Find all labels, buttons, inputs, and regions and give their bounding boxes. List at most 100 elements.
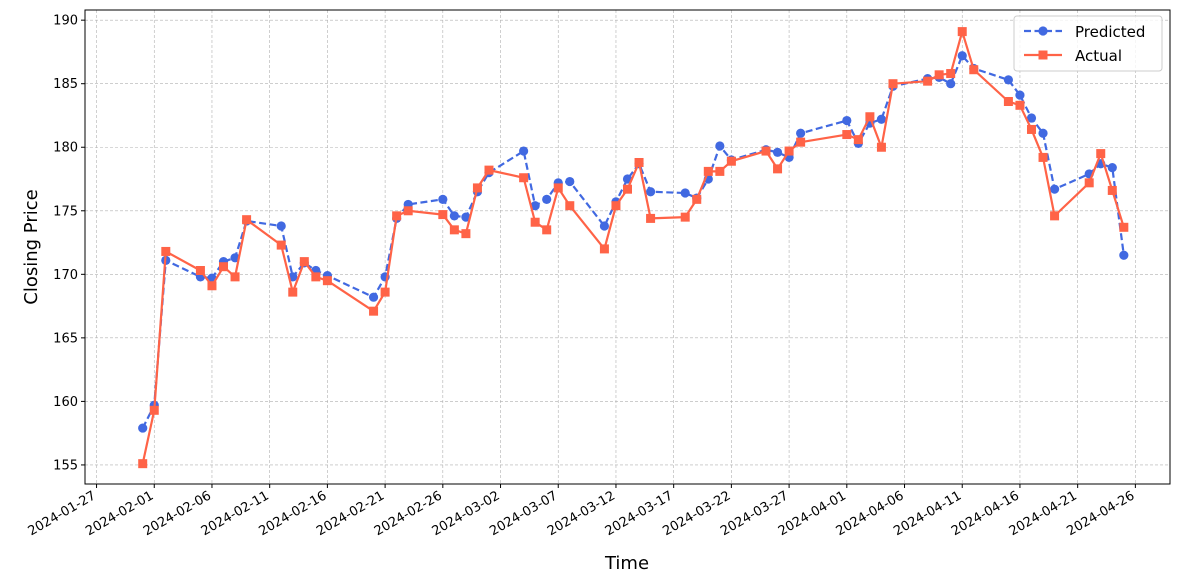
actual-point bbox=[796, 137, 806, 147]
predicted-point bbox=[276, 221, 286, 231]
predicted-point bbox=[1049, 184, 1060, 194]
actual-point bbox=[715, 166, 725, 176]
predicted-point bbox=[1107, 162, 1117, 173]
predicted-point bbox=[946, 79, 956, 89]
predicted-point bbox=[796, 128, 806, 138]
actual-point bbox=[876, 142, 886, 152]
y-axis-title: Closing Price bbox=[21, 189, 42, 304]
y-tick-label: 165 bbox=[53, 331, 78, 346]
actual-point bbox=[726, 156, 736, 166]
predicted-point bbox=[449, 211, 459, 221]
actual-point bbox=[553, 183, 563, 193]
y-tick-label: 155 bbox=[53, 458, 78, 473]
legend-box bbox=[1013, 15, 1163, 72]
actual-point bbox=[380, 287, 390, 297]
predicted-point bbox=[957, 51, 967, 61]
predicted-point bbox=[1015, 90, 1025, 100]
actual-point bbox=[1107, 185, 1117, 195]
actual-point bbox=[519, 173, 529, 183]
y-tick-label: 190 bbox=[53, 14, 78, 29]
actual-point bbox=[599, 244, 609, 254]
actual-point bbox=[1084, 178, 1094, 188]
actual-point bbox=[934, 70, 944, 80]
y-tick-label: 180 bbox=[53, 141, 78, 156]
actual-point bbox=[219, 262, 229, 272]
actual-point bbox=[311, 272, 321, 282]
actual-point bbox=[472, 183, 482, 193]
actual-point bbox=[923, 76, 933, 86]
actual-point bbox=[865, 112, 875, 122]
legend-actual-marker bbox=[1038, 50, 1048, 60]
actual-point bbox=[842, 130, 852, 140]
predicted-point bbox=[772, 147, 783, 157]
predicted-point bbox=[645, 187, 656, 197]
y-tick-label: 160 bbox=[53, 395, 78, 410]
predicted-point bbox=[680, 188, 690, 198]
actual-point bbox=[784, 146, 794, 156]
actual-point bbox=[761, 146, 771, 156]
predicted-point bbox=[842, 115, 852, 126]
actual-point bbox=[392, 211, 402, 221]
predicted-point bbox=[565, 176, 575, 187]
actual-point bbox=[1026, 124, 1036, 134]
actual-point bbox=[138, 459, 148, 469]
actual-point bbox=[322, 276, 332, 286]
predicted-point bbox=[530, 201, 540, 211]
actual-point bbox=[853, 135, 863, 145]
legend-predicted-label: Predicted bbox=[1075, 23, 1145, 41]
actual-point bbox=[161, 246, 171, 256]
actual-point bbox=[1015, 100, 1025, 110]
actual-point bbox=[623, 184, 632, 194]
actual-point bbox=[611, 201, 621, 211]
legend: Predicted Actual bbox=[1013, 15, 1163, 72]
actual-point bbox=[1096, 149, 1106, 159]
actual-point bbox=[1050, 211, 1060, 221]
predicted-point bbox=[519, 146, 529, 156]
actual-point bbox=[403, 206, 413, 216]
actual-point bbox=[888, 79, 898, 89]
predicted-point bbox=[715, 141, 725, 151]
actual-point bbox=[565, 201, 575, 211]
x-axis-title: Time bbox=[604, 553, 649, 574]
actual-point bbox=[438, 210, 448, 220]
actual-point bbox=[646, 213, 656, 223]
predicted-point bbox=[542, 194, 552, 204]
actual-point bbox=[692, 194, 702, 204]
predicted-point bbox=[138, 423, 148, 433]
actual-point bbox=[230, 272, 240, 282]
actual-point bbox=[242, 215, 252, 225]
predicted-point bbox=[461, 212, 471, 222]
actual-point bbox=[1003, 96, 1013, 106]
actual-point bbox=[195, 266, 205, 276]
actual-point bbox=[957, 27, 967, 37]
actual-point bbox=[542, 225, 552, 235]
predicted-point bbox=[1003, 75, 1014, 85]
actual-point bbox=[773, 164, 783, 174]
actual-point bbox=[530, 217, 540, 227]
predicted-point bbox=[1119, 250, 1129, 260]
actual-point bbox=[1038, 152, 1048, 162]
predicted-point bbox=[599, 221, 610, 231]
y-tick-label: 185 bbox=[53, 77, 78, 92]
predicted-point bbox=[438, 194, 448, 204]
actual-point bbox=[369, 306, 379, 316]
actual-point bbox=[288, 287, 298, 297]
y-tick-label: 170 bbox=[53, 268, 78, 283]
actual-point bbox=[484, 165, 494, 175]
grid bbox=[85, 10, 1170, 484]
predicted-point bbox=[876, 114, 887, 124]
actual-point bbox=[461, 229, 471, 239]
actual-point bbox=[703, 166, 713, 176]
plot-frame bbox=[84, 9, 1171, 485]
actual-point bbox=[946, 69, 956, 79]
actual-point bbox=[299, 257, 309, 267]
actual-point bbox=[1119, 222, 1129, 232]
actual-point bbox=[680, 212, 690, 222]
actual-series-line bbox=[141, 30, 1125, 464]
actual-point bbox=[149, 405, 159, 415]
legend-predicted-marker bbox=[1038, 26, 1048, 36]
actual-point bbox=[276, 240, 286, 250]
actual-point bbox=[449, 225, 459, 235]
